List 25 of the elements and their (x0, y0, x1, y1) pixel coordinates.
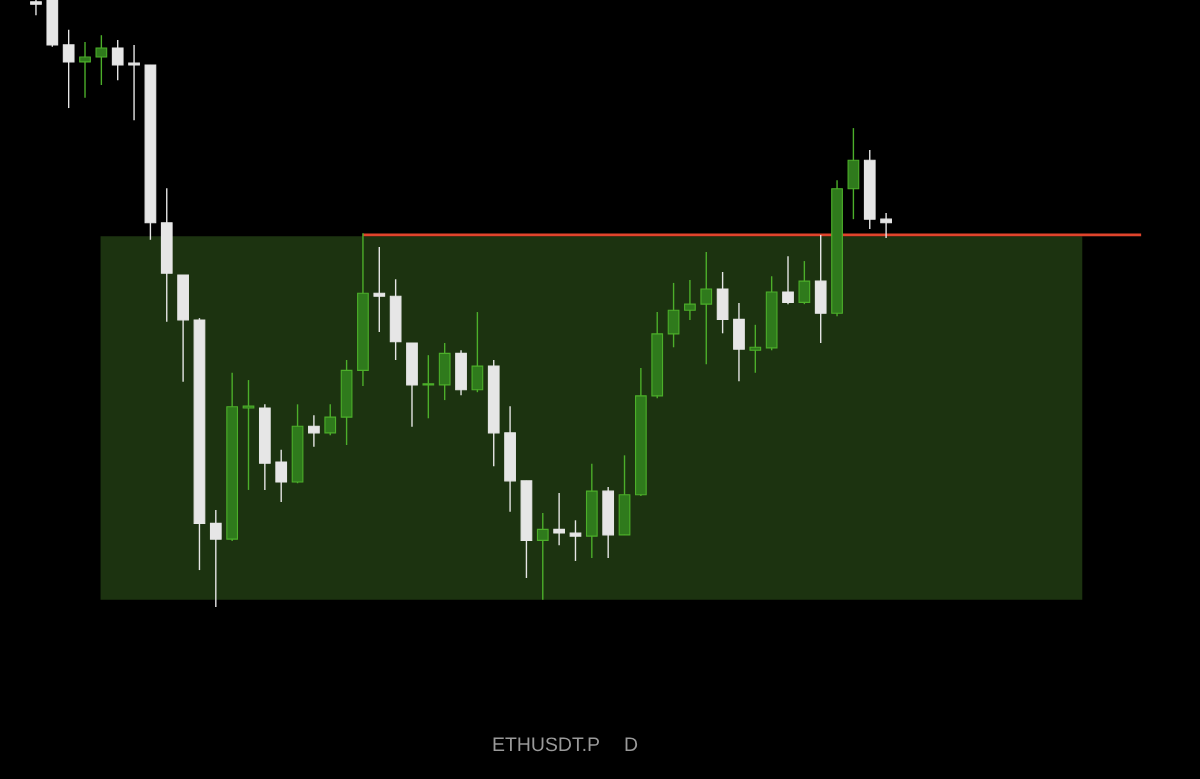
candlestick (373, 246, 386, 333)
text: D (625, 737, 638, 751)
candlestick (471, 311, 484, 393)
candlestick (553, 492, 565, 546)
candlestick (422, 354, 435, 419)
candlestick (308, 414, 320, 448)
candlestick (79, 41, 91, 99)
candlestick (209, 509, 222, 608)
candlestick (569, 519, 582, 562)
candlestick (684, 279, 696, 321)
candlestick (667, 282, 680, 348)
candlestick (30, 0, 42, 16)
candlestick (111, 39, 124, 81)
candlestick (536, 512, 549, 601)
candlestick (782, 255, 794, 305)
candlestick (275, 449, 288, 503)
text: ETHUSDT.P (493, 737, 599, 752)
candlestick (95, 34, 108, 86)
candlestick (324, 403, 337, 436)
candlestick (128, 44, 140, 121)
candlestick (700, 251, 713, 365)
candlestick (798, 260, 811, 305)
candlestick (749, 324, 762, 374)
candlestick (62, 29, 75, 109)
candlestick (242, 379, 255, 491)
